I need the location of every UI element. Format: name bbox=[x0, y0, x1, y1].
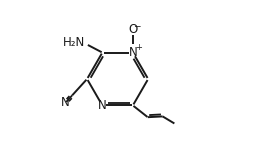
Text: H₂N: H₂N bbox=[62, 36, 85, 49]
Text: N: N bbox=[129, 46, 137, 59]
Text: O: O bbox=[128, 23, 137, 36]
Text: +: + bbox=[135, 43, 142, 52]
Text: N: N bbox=[98, 99, 107, 112]
Text: N: N bbox=[61, 96, 70, 109]
Text: −: − bbox=[134, 21, 141, 30]
